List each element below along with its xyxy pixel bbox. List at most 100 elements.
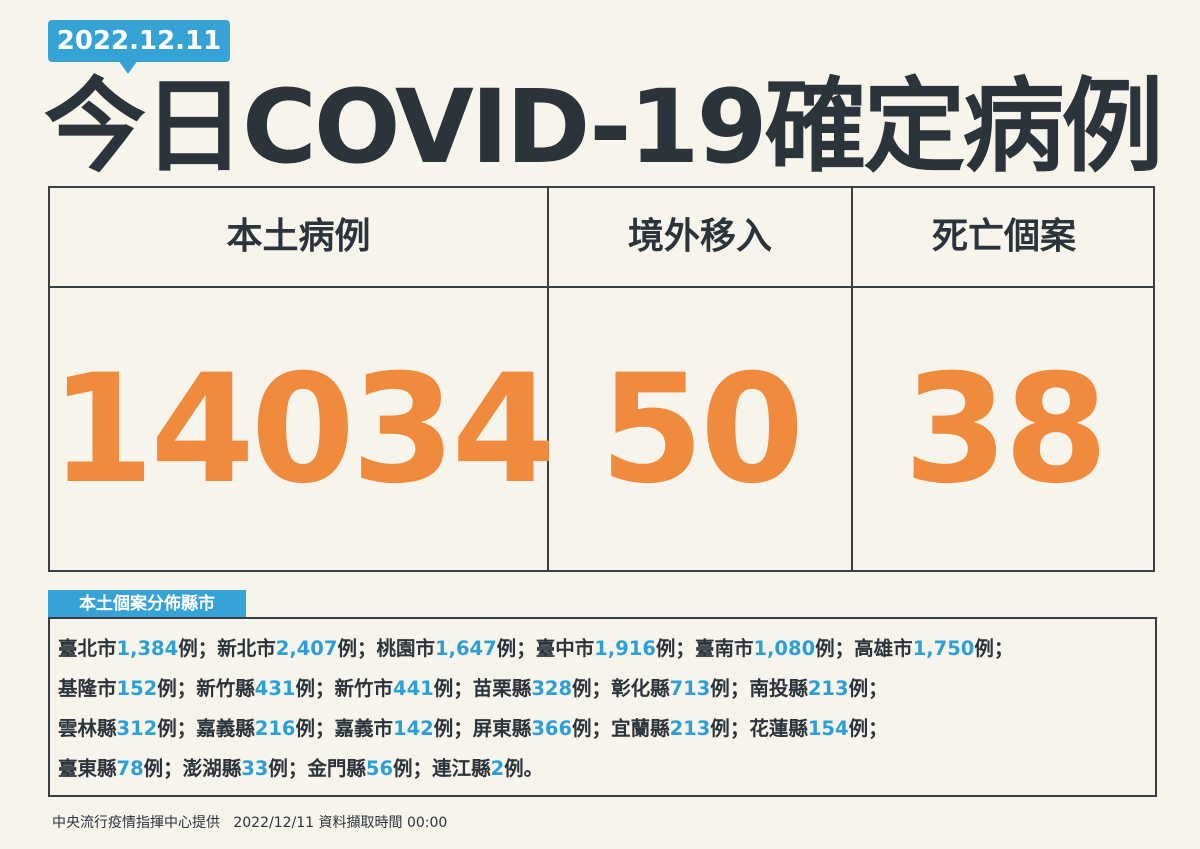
- county-unit: 例: [157, 717, 177, 740]
- summary-table: 本土病例 境外移入 死亡個案 14034 50 38: [48, 186, 1155, 572]
- county-name: 金門縣: [307, 757, 366, 780]
- county-count: 312: [116, 717, 158, 740]
- separator: ；: [356, 637, 377, 660]
- time: 2022/12/11 資料擷取時間 00:00: [233, 815, 448, 831]
- separator: ；: [675, 637, 695, 660]
- county-unit: 例: [815, 637, 835, 660]
- county-count: 328: [531, 677, 573, 700]
- county-count: 1,384: [116, 637, 179, 660]
- county-count: 142: [393, 717, 434, 740]
- separator: ；: [453, 677, 473, 700]
- county-count: 2: [490, 757, 505, 780]
- county-unit: 例: [337, 637, 357, 660]
- county-unit: 例: [572, 717, 592, 740]
- header: 境外移入: [627, 216, 772, 257]
- county-unit: 例: [710, 677, 730, 700]
- county-unit: 例: [295, 677, 316, 700]
- county-name: 新竹市: [334, 677, 394, 700]
- county-name: 基隆市: [58, 677, 117, 700]
- county-name: 嘉義市: [334, 717, 394, 740]
- county-name: 臺北市: [58, 637, 117, 660]
- divider: [547, 188, 549, 570]
- footer: 中央流行疫情指揮中心提供 2022/12/11 資料擷取時間 00:00: [52, 812, 447, 832]
- county-name: 桃園市: [376, 637, 435, 660]
- separator: ；: [591, 717, 612, 740]
- county-count: 154: [807, 717, 849, 740]
- separator: ；: [591, 677, 612, 700]
- header: 本土病例: [226, 216, 371, 257]
- county-row: 臺北市1,384例；新北市2,407例；桃園市1,647例；臺中市1,916例；…: [58, 629, 1147, 669]
- divider: [851, 188, 853, 570]
- separator: ；: [993, 637, 1014, 660]
- separator: ；: [315, 677, 335, 700]
- county-unit: 例: [496, 637, 517, 660]
- county-name: 臺南市: [694, 637, 754, 660]
- county-unit: 例: [655, 637, 676, 660]
- county-name: 高雄市: [854, 637, 913, 660]
- separator: ；: [868, 677, 888, 700]
- county-count: 1,916: [594, 637, 656, 660]
- county-count: 431: [254, 677, 296, 700]
- county-count: 2,407: [275, 637, 338, 660]
- county-count: 441: [393, 677, 434, 700]
- separator: ；: [163, 757, 183, 780]
- source: 中央流行疫情指揮中心提供: [52, 815, 220, 831]
- county-name: 連江縣: [432, 757, 491, 780]
- county-name: 臺東縣: [58, 757, 117, 780]
- value: 14034: [50, 343, 556, 517]
- county-unit: 例: [848, 717, 869, 740]
- county-name: 屏東縣: [472, 717, 532, 740]
- county-row: 基隆市152例；新竹縣431例；新竹市441例；苗栗縣328例；彰化縣713例；…: [58, 669, 1147, 709]
- county-unit: 例: [572, 677, 592, 700]
- county-count: 33: [241, 757, 269, 780]
- county-name: 嘉義縣: [196, 717, 255, 740]
- county-row: 雲林縣312例；嘉義縣216例；嘉義市142例；屏東縣366例；宜蘭縣213例；…: [58, 709, 1147, 749]
- county-count: 152: [116, 677, 158, 700]
- county-name: 澎湖縣: [182, 757, 242, 780]
- separator: ；: [197, 637, 218, 660]
- value: 50: [599, 343, 805, 517]
- county-row: 臺東縣78例；澎湖縣33例；金門縣56例；連江縣2例。: [58, 749, 1147, 789]
- county-count: 1,750: [912, 637, 975, 660]
- separator: 。: [523, 757, 544, 780]
- county-name: 臺中市: [535, 637, 595, 660]
- value: 38: [903, 343, 1109, 517]
- separator: ；: [729, 717, 750, 740]
- county-count: 1,080: [753, 637, 816, 660]
- county-name: 苗栗縣: [472, 677, 532, 700]
- county-name: 南投縣: [749, 677, 808, 700]
- county-count: 366: [531, 717, 573, 740]
- county-unit: 例: [295, 717, 316, 740]
- separator: ；: [453, 717, 473, 740]
- separator: ；: [868, 717, 888, 740]
- county-unit: 例: [268, 757, 288, 780]
- header: 死亡個案: [931, 216, 1076, 257]
- county-count: 216: [254, 717, 296, 740]
- separator: ；: [516, 637, 536, 660]
- separator: ；: [176, 677, 197, 700]
- county-name: 彰化縣: [611, 677, 670, 700]
- section-label: 本土個案分佈縣市: [48, 590, 246, 618]
- separator: ；: [287, 757, 308, 780]
- county-unit: 例: [157, 677, 177, 700]
- county-name: 新北市: [217, 637, 276, 660]
- county-count: 213: [669, 717, 711, 740]
- date-badge: 2022.12.11: [48, 20, 230, 62]
- county-name: 新竹縣: [196, 677, 255, 700]
- county-unit: 例: [143, 757, 164, 780]
- separator: ；: [834, 637, 855, 660]
- county-count: 213: [807, 677, 849, 700]
- divider: [50, 286, 1153, 288]
- title: 今日COVID-19確定病例: [44, 68, 1164, 187]
- county-unit: 例: [848, 677, 869, 700]
- county-unit: 例: [710, 717, 730, 740]
- separator: ；: [412, 757, 433, 780]
- county-count: 713: [669, 677, 711, 700]
- county-unit: 例: [433, 717, 454, 740]
- county-unit: 例: [504, 757, 524, 780]
- county-count: 78: [116, 757, 144, 780]
- separator: ；: [315, 717, 335, 740]
- county-name: 宜蘭縣: [611, 717, 670, 740]
- county-name: 花蓮縣: [749, 717, 808, 740]
